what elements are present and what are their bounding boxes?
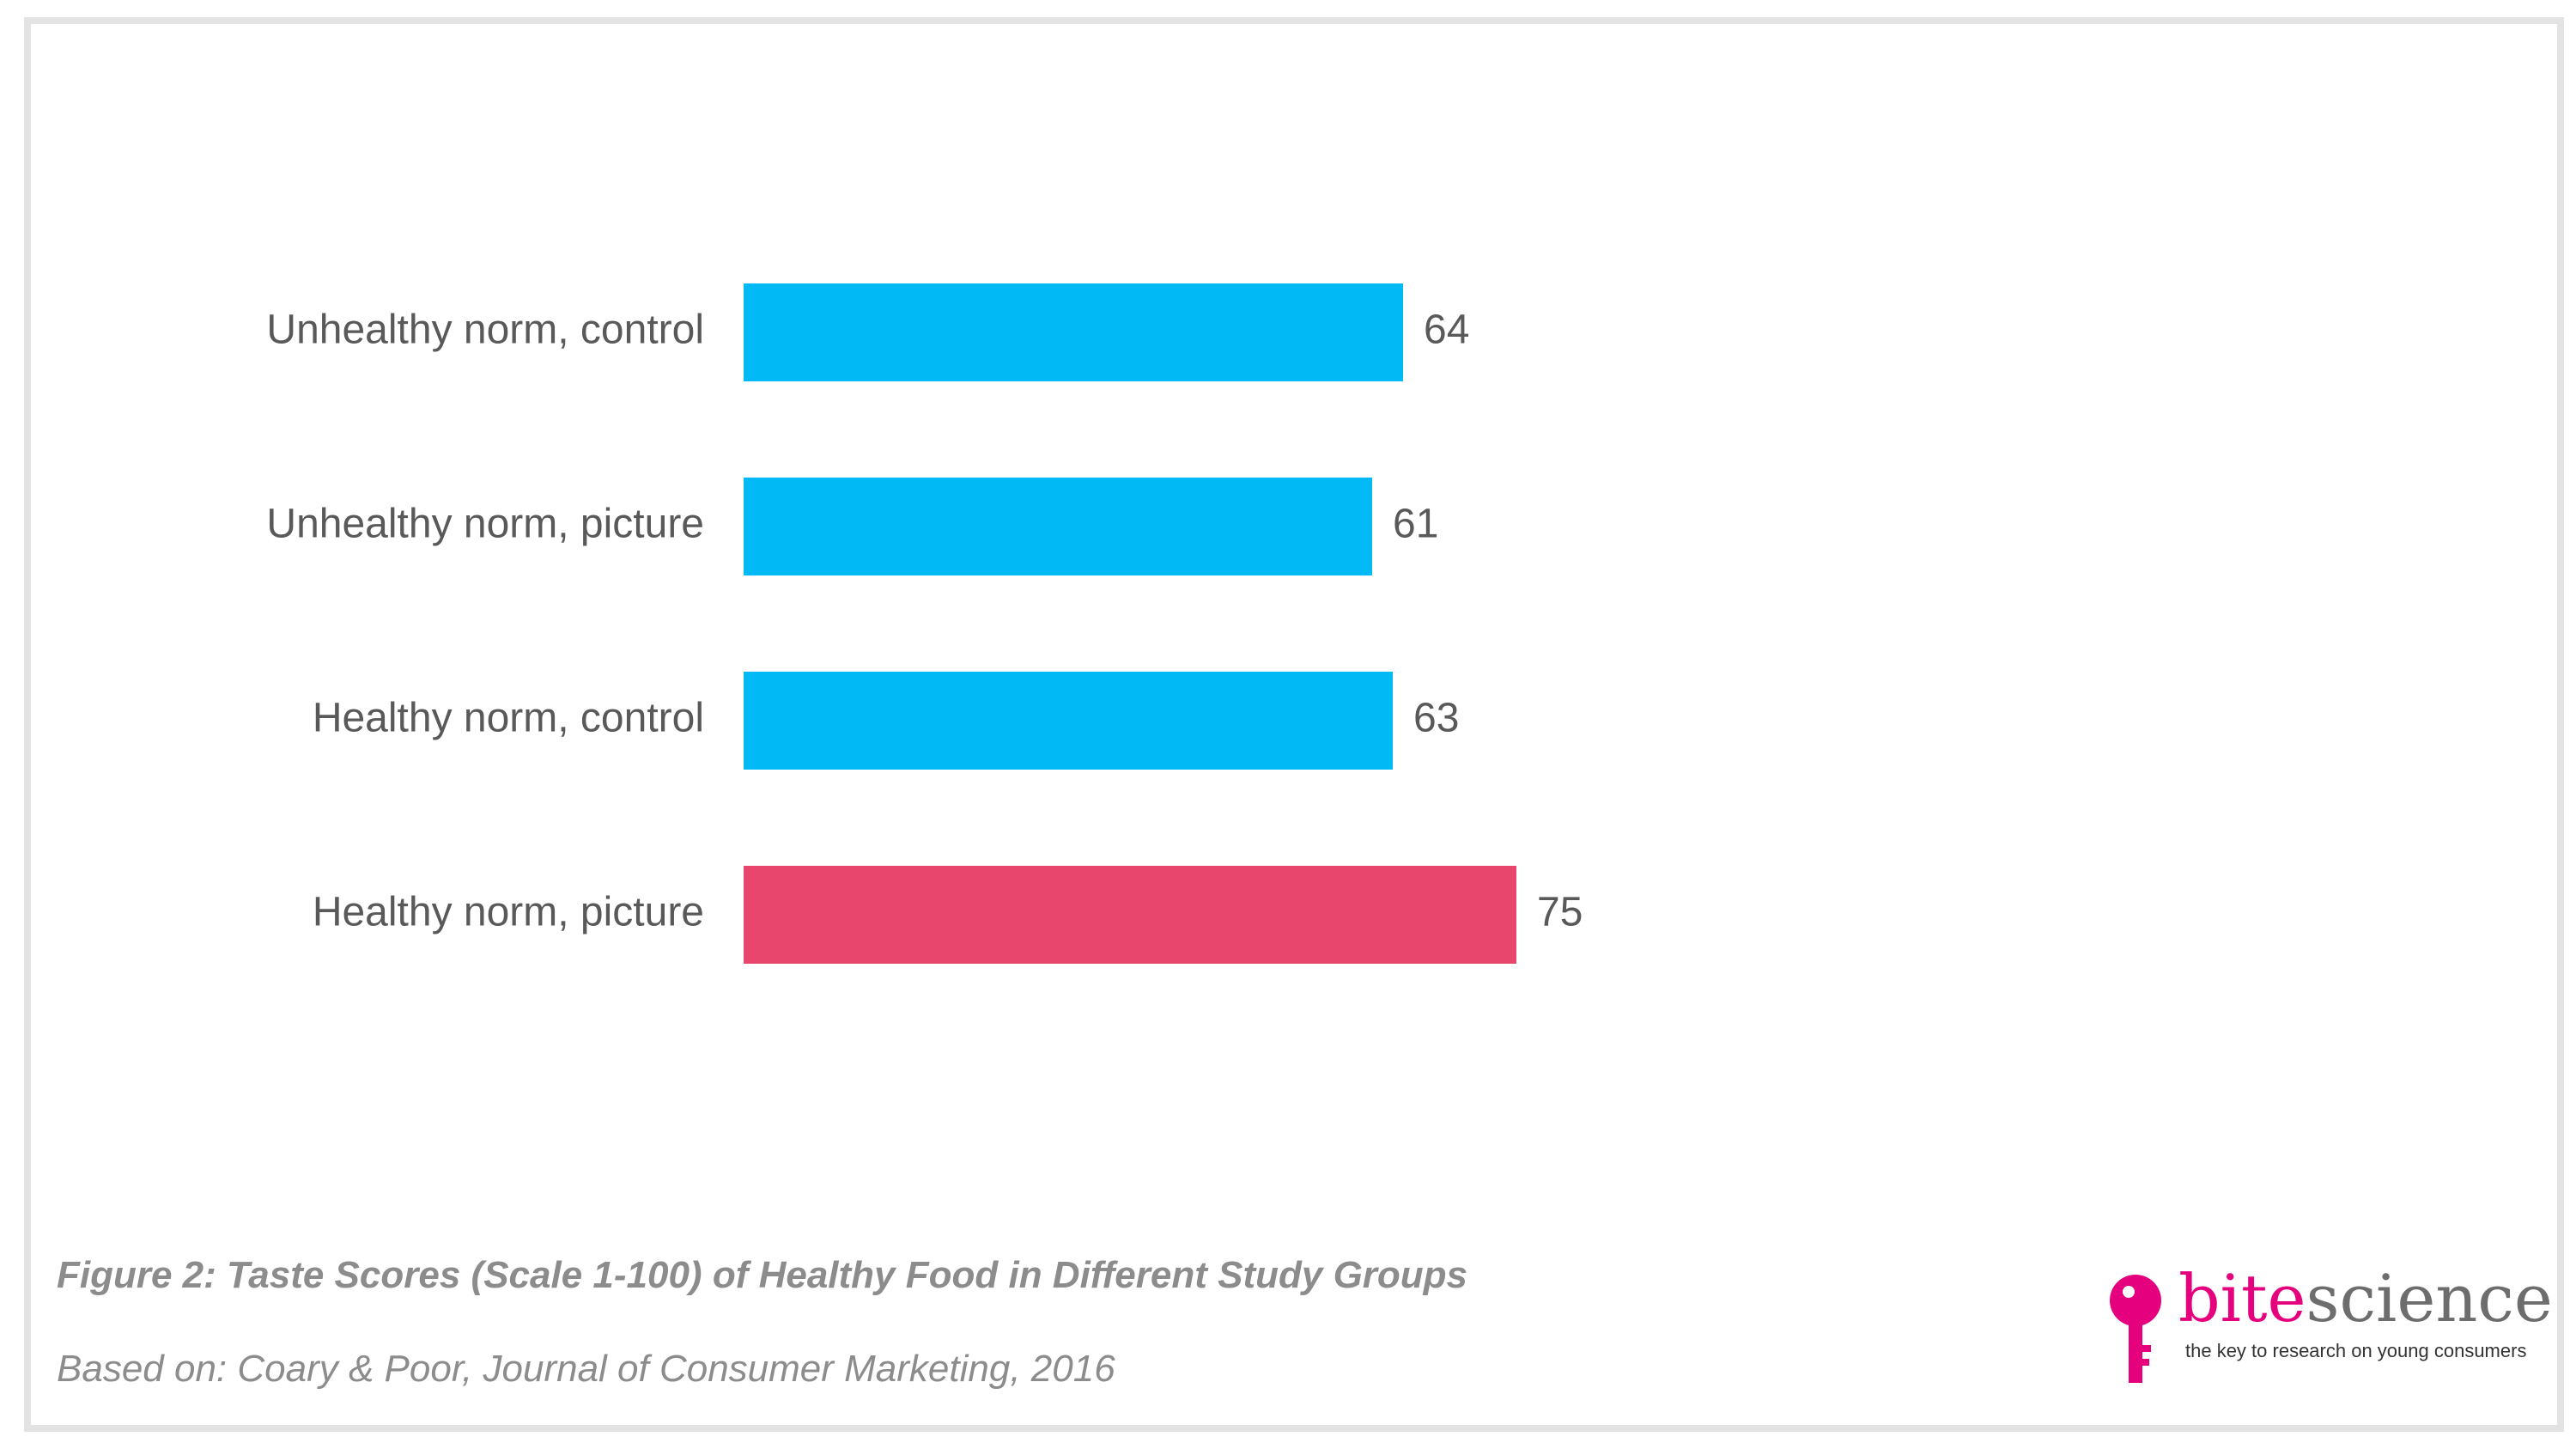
logo-brand-bite: bite — [2178, 1260, 2306, 1336]
bar — [744, 672, 1393, 770]
bar — [744, 283, 1403, 381]
bar — [744, 866, 1516, 964]
logo-tagline: the key to research on young consumers — [2185, 1340, 2527, 1361]
value-label: 63 — [1413, 696, 1459, 741]
category-label: Unhealthy norm, control — [266, 307, 704, 353]
figure-caption: Figure 2: Taste Scores (Scale 1-100) of … — [57, 1254, 1468, 1296]
source-note: Based on: Coary & Poor, Journal of Consu… — [57, 1348, 1115, 1390]
bitescience-logo: bitescience the key to research on young… — [2108, 1264, 2553, 1393]
category-label: Healthy norm, picture — [313, 890, 704, 935]
bar-chart: Unhealthy norm, control 64 Unhealthy norm,… — [266, 283, 1583, 964]
value-label: 64 — [1424, 307, 1469, 353]
logo-brand-science: science — [2306, 1260, 2553, 1336]
logo-wordmark: bitescience — [2178, 1264, 2553, 1333]
value-label: 61 — [1393, 502, 1438, 547]
category-label: Healthy norm, control — [313, 696, 704, 741]
bar — [744, 478, 1372, 575]
key-icon — [2110, 1275, 2161, 1383]
value-label: 75 — [1537, 890, 1583, 935]
category-label: Unhealthy norm, picture — [266, 502, 704, 547]
